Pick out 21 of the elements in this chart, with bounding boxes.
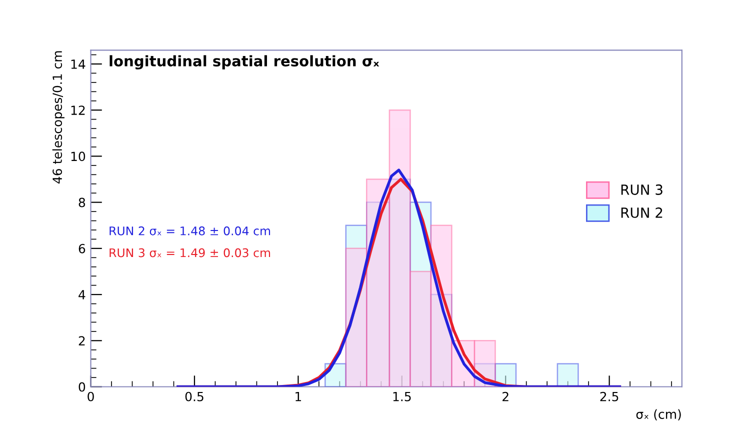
x-tick-label: 2.5 [600, 392, 618, 402]
y-axis-title: 46 telescopes/0.1 cm [52, 51, 64, 184]
y-tick-label: 10 [71, 152, 86, 162]
x-tick-label: 0 [88, 392, 94, 402]
y-tick-label: 14 [71, 60, 86, 69]
y-tick-label: 2 [78, 336, 85, 346]
y-tick-label: 4 [78, 290, 86, 300]
y-tick-label: 0 [78, 382, 86, 392]
x-tick-label: 1 [296, 392, 302, 402]
legend-label: RUN 3 [621, 184, 662, 195]
legend-label: RUN 2 [621, 207, 662, 218]
annotation: RUN 3 σₓ = 1.49 ± 0.03 cm [110, 248, 270, 258]
x-axis-title: σₓ (cm) [636, 409, 681, 420]
annotation: RUN 2 σₓ = 1.48 ± 0.04 cm [110, 226, 270, 236]
y-tick-label: 8 [78, 198, 86, 208]
y-tick-label: 12 [71, 106, 85, 115]
chart-title: longitudinal spatial resolution σₓ [110, 55, 380, 70]
y-tick-label: 6 [78, 244, 86, 254]
x-tick-label: 1.5 [393, 392, 411, 402]
x-tick-label: 2 [502, 392, 508, 402]
x-tick-label: 0.5 [185, 392, 204, 402]
